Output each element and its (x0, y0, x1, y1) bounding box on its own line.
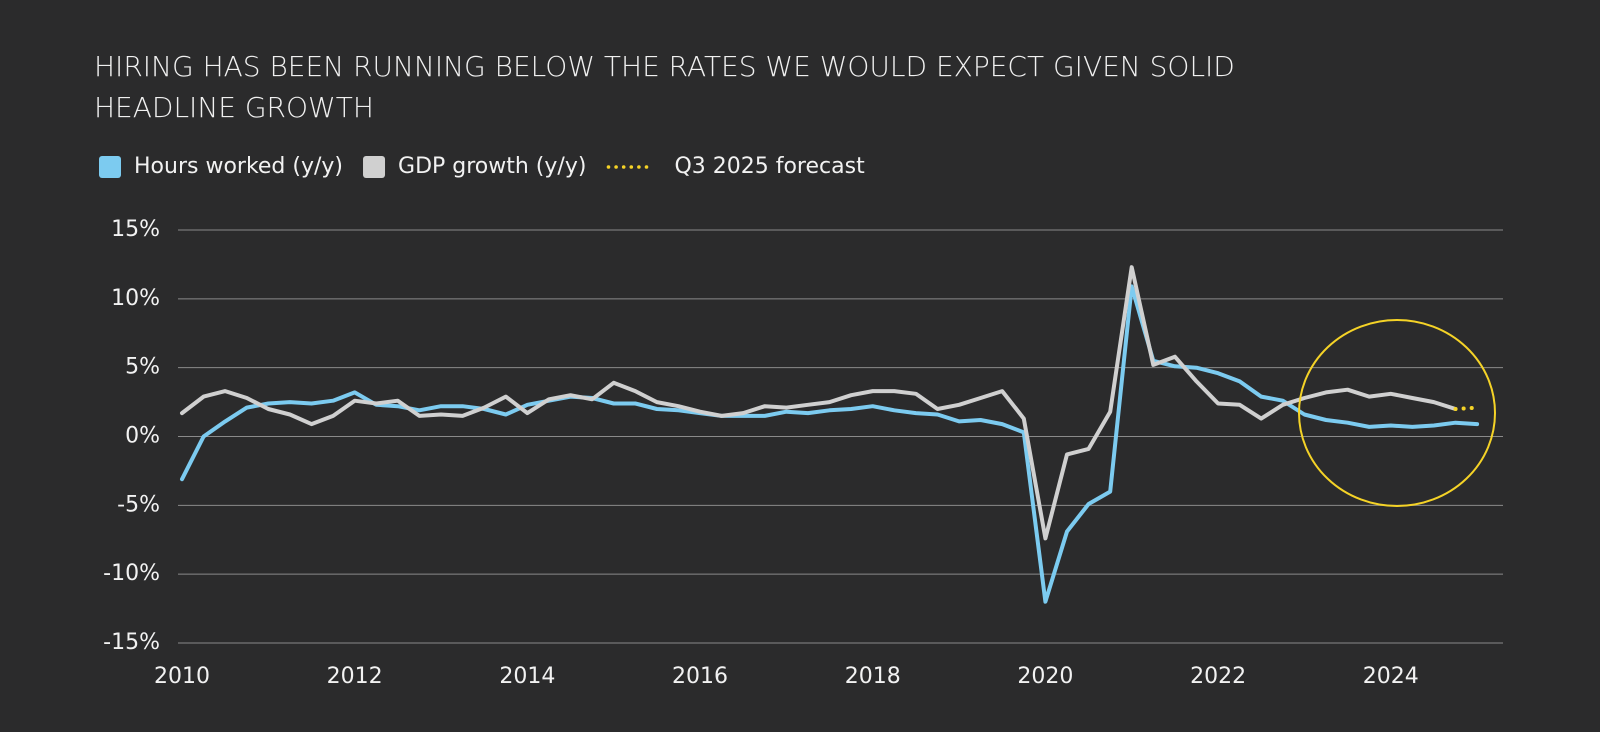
y-tick-label: 10% (111, 286, 160, 311)
y-tick-label: 0% (125, 424, 160, 449)
legend-marker (363, 156, 386, 178)
x-tick-label: 2016 (672, 664, 728, 689)
x-tick-label: 2020 (1017, 664, 1073, 689)
legend-label: GDP growth (y/y) (398, 154, 586, 179)
y-tick-label: -15% (103, 630, 160, 655)
x-tick-label: 2010 (154, 664, 210, 689)
y-tick-label: 15% (111, 217, 160, 242)
chart-title: HEADLINE GROWTH (94, 91, 374, 124)
grid: 15% 10% 5% 0% -5% -10% -15% 2010 2012 2014 2016 201… (103, 217, 1503, 689)
x-tick-label: 2018 (845, 664, 901, 689)
legend-label: Q3 2025 forecast (674, 154, 865, 179)
highlight-circle (1298, 319, 1496, 507)
x-tick-label: 2022 (1190, 664, 1246, 689)
series-line (1453, 405, 1480, 411)
legend-marker (99, 156, 121, 178)
y-tick-label: 5% (125, 355, 160, 380)
y-tick-label: -10% (103, 561, 160, 586)
chart-title: HIRING HAS BEEN RUNNING BELOW THE RATES … (94, 50, 1235, 83)
series-line (180, 265, 1458, 541)
x-tick-label: 2012 (327, 664, 383, 689)
lines (180, 265, 1480, 604)
legend: Hours worked (y/y) GDP growth (y/y) Q3 202… (99, 154, 865, 179)
series-line (180, 284, 1480, 604)
legend-label: Hours worked (y/y) (134, 154, 343, 179)
y-tick-label: -5% (117, 492, 160, 517)
x-tick-label: 2014 (499, 664, 555, 689)
x-tick-label: 2024 (1363, 664, 1419, 689)
